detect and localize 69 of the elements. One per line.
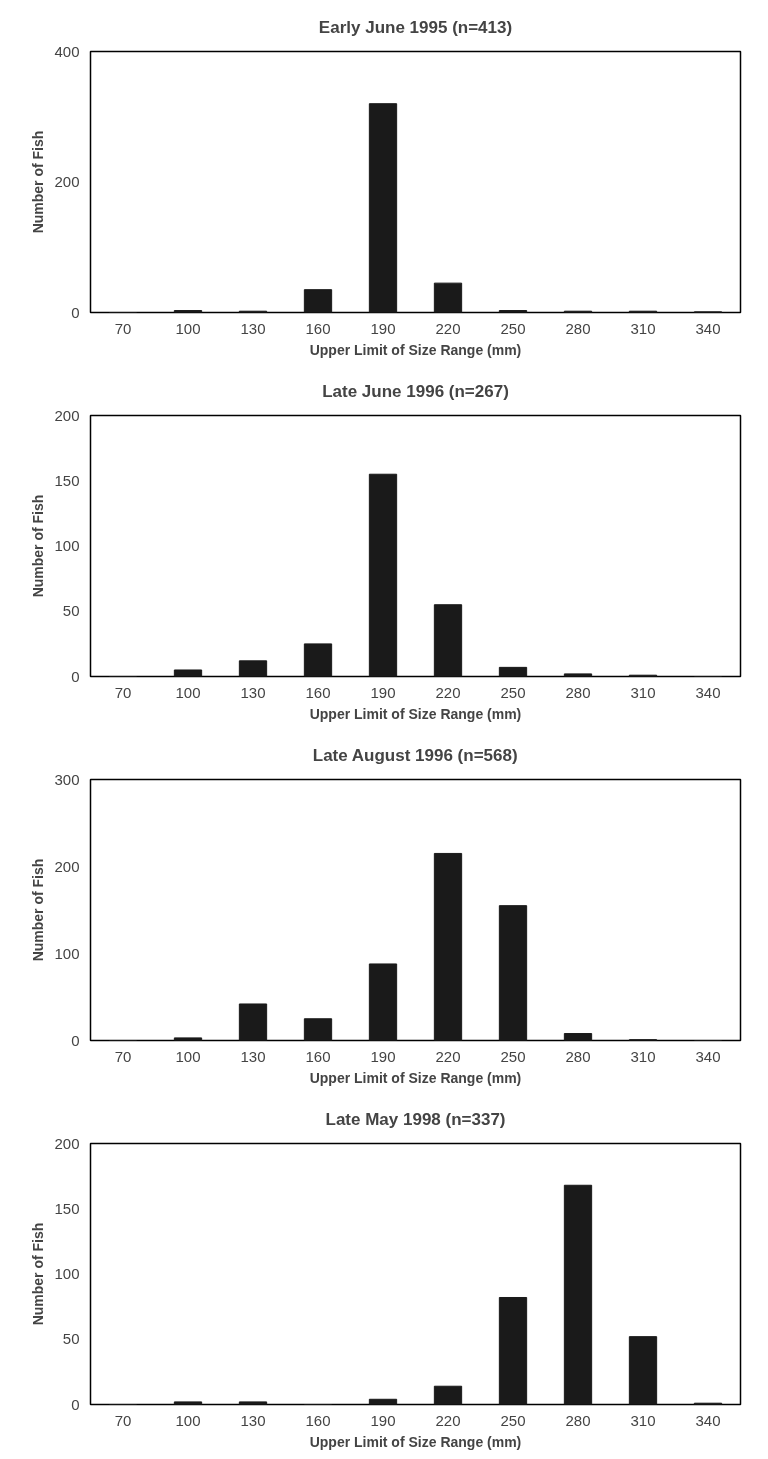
x-tick-label: 310 (630, 1411, 656, 1429)
x-tick-label: 190 (370, 1047, 396, 1065)
y-axis-title: Number of Fish (30, 1222, 47, 1326)
x-tick-label: 70 (114, 1047, 132, 1065)
x-tick-label: 190 (370, 319, 396, 337)
y-tick-label: 200 (54, 857, 80, 875)
x-tick-label: 190 (370, 1411, 396, 1429)
x-tick-label: 130 (240, 683, 266, 701)
y-tick-label: 400 (54, 42, 80, 60)
x-tick-label: 190 (370, 683, 396, 701)
x-tick-label: 250 (500, 319, 526, 337)
x-tick-label: 160 (305, 1411, 331, 1429)
x-axis-title: Upper Limit of Size Range (mm) (309, 1433, 522, 1450)
y-axis-title: Number of Fish (30, 858, 47, 962)
chart-title: Late May 1998 (n=337) (325, 1109, 506, 1129)
x-tick-label: 280 (565, 683, 591, 701)
x-tick-label: 220 (435, 1047, 461, 1065)
chart-title: Late August 1996 (n=568) (312, 745, 518, 765)
x-tick-label: 130 (240, 319, 266, 337)
chart-title: Late June 1996 (n=267) (322, 381, 509, 401)
x-tick-label: 100 (175, 1047, 201, 1065)
x-tick-label: 70 (114, 319, 132, 337)
x-tick-label: 250 (500, 1411, 526, 1429)
y-tick-label: 0 (71, 1395, 80, 1413)
x-tick-label: 250 (500, 683, 526, 701)
x-tick-label: 100 (175, 319, 201, 337)
x-tick-label: 310 (630, 319, 656, 337)
y-tick-label: 100 (54, 944, 80, 962)
y-tick-label: 200 (54, 406, 80, 424)
x-tick-label: 220 (435, 319, 461, 337)
x-tick-label: 160 (305, 1047, 331, 1065)
x-tick-label: 340 (695, 319, 721, 337)
x-axis-title: Upper Limit of Size Range (mm) (309, 1069, 522, 1086)
x-axis-title: Upper Limit of Size Range (mm) (309, 705, 522, 722)
x-tick-label: 70 (114, 1411, 132, 1429)
y-tick-label: 0 (71, 303, 80, 321)
x-tick-label: 130 (240, 1411, 266, 1429)
x-tick-label: 340 (695, 1047, 721, 1065)
x-axis-title: Upper Limit of Size Range (mm) (309, 341, 522, 358)
x-tick-label: 220 (435, 1411, 461, 1429)
y-tick-label: 200 (54, 1134, 80, 1152)
y-tick-label: 200 (54, 173, 80, 190)
y-tick-label: 50 (62, 1330, 80, 1348)
x-tick-label: 250 (500, 1047, 526, 1065)
x-tick-label: 280 (565, 1047, 591, 1065)
x-tick-label: 70 (114, 683, 132, 701)
x-tick-label: 280 (565, 1411, 591, 1429)
y-tick-label: 150 (54, 471, 80, 489)
y-tick-label: 300 (54, 770, 80, 788)
y-tick-label: 100 (54, 1265, 80, 1282)
y-axis-title: Number of Fish (30, 494, 47, 598)
y-tick-label: 50 (62, 602, 80, 620)
y-axis-title: Number of Fish (30, 130, 47, 234)
x-tick-label: 340 (695, 683, 721, 701)
x-tick-label: 220 (435, 683, 461, 701)
chart-title: Early June 1995 (n=413) (318, 17, 513, 37)
x-tick-label: 160 (305, 683, 331, 701)
y-tick-label: 100 (54, 537, 80, 554)
x-tick-label: 310 (630, 683, 656, 701)
x-tick-label: 130 (240, 1047, 266, 1065)
x-tick-label: 160 (305, 319, 331, 337)
y-tick-label: 0 (71, 667, 80, 685)
x-tick-label: 100 (175, 683, 201, 701)
x-tick-label: 100 (175, 1411, 201, 1429)
y-tick-label: 0 (71, 1031, 80, 1049)
x-tick-label: 310 (630, 1047, 656, 1065)
x-tick-label: 280 (565, 319, 591, 337)
x-tick-label: 340 (695, 1411, 721, 1429)
y-tick-label: 150 (54, 1199, 80, 1217)
